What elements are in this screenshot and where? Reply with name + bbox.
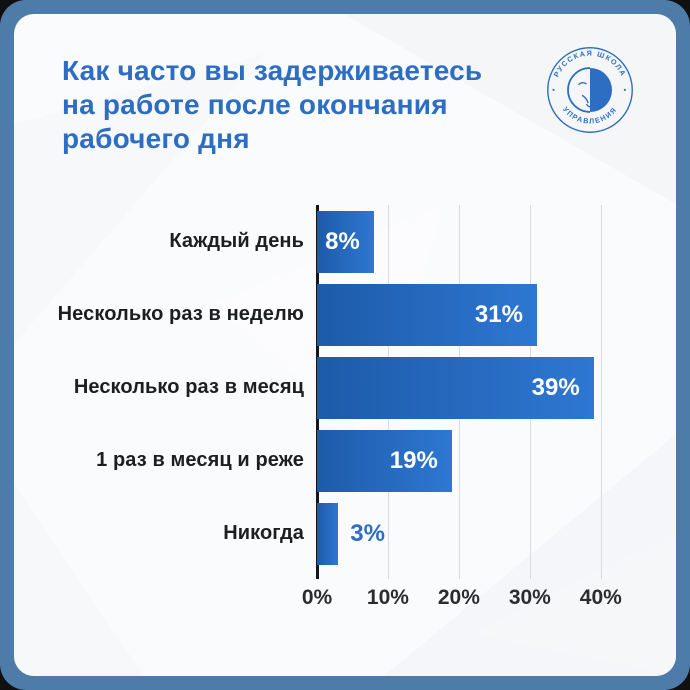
- bar-chart: Каждый день 8% Несколько раз в неделю 31% Не…: [14, 205, 676, 615]
- bar-track: 19%: [317, 429, 615, 492]
- bar: 31%: [317, 283, 537, 346]
- logo-separator-left: •: [552, 86, 555, 95]
- russian-school-of-management-logo: РУССКАЯ ШКОЛА УПРАВЛЕНИЯ • •: [547, 47, 633, 133]
- category-label: 1 раз в месяц и реже: [96, 449, 304, 471]
- value-label: 8%: [325, 227, 360, 255]
- x-axis-tick-labels: 0% 10% 20% 30% 40%: [302, 586, 622, 614]
- bar-row: Несколько раз в месяц 39%: [14, 351, 676, 424]
- x-tick-label: 30%: [508, 586, 551, 609]
- bar-track: 39%: [317, 356, 615, 419]
- bar: 8%: [317, 210, 374, 273]
- bar: 19%: [317, 429, 452, 492]
- category-label: Несколько раз в неделю: [57, 303, 304, 325]
- bar: 39%: [317, 356, 594, 419]
- bar-row: Несколько раз в неделю 31%: [14, 278, 676, 351]
- infographic-card: Как часто вы задерживаетесь на работе по…: [14, 14, 676, 676]
- logo-top-text: РУССКАЯ ШКОЛА: [552, 49, 627, 79]
- chart-title-line2: на работе после окончания: [62, 89, 448, 120]
- x-tick-label: 0%: [301, 586, 333, 609]
- svg-text:РУССКАЯ ШКОЛА: РУССКАЯ ШКОЛА: [552, 49, 629, 79]
- logo-separator-right: •: [623, 86, 626, 95]
- bar-row: Никогда 3%: [14, 497, 676, 570]
- chart-title-line1: Как часто вы задерживаетесь: [62, 55, 483, 86]
- x-tick-label: 20%: [437, 586, 480, 609]
- bar-rows: Каждый день 8% Несколько раз в неделю 31% Не…: [14, 205, 676, 570]
- lion-icon: [567, 67, 612, 113]
- bar-track: 8%: [317, 210, 615, 273]
- bar-row: 1 раз в месяц и реже 19%: [14, 424, 676, 497]
- x-tick-label: 10%: [366, 586, 409, 609]
- bar: 3%: [317, 502, 385, 565]
- gridline: [600, 205, 602, 579]
- value-label: 19%: [389, 446, 438, 474]
- category-label: Никогда: [223, 522, 304, 544]
- category-label: Несколько раз в месяц: [73, 376, 304, 398]
- value-label: 3%: [350, 519, 385, 547]
- chart-title: Как часто вы задерживаетесь на работе по…: [62, 54, 482, 156]
- bar-row: Каждый день 8%: [14, 205, 676, 278]
- x-tick-label: 40%: [579, 586, 622, 609]
- bar-track: 3%: [317, 502, 615, 565]
- value-label: 31%: [474, 300, 523, 328]
- logo-circle: [547, 47, 633, 133]
- bar-track: 31%: [317, 283, 615, 346]
- chart-title-line3: рабочего дня: [62, 123, 250, 154]
- value-label: 39%: [531, 373, 580, 401]
- category-label: Каждый день: [169, 230, 304, 252]
